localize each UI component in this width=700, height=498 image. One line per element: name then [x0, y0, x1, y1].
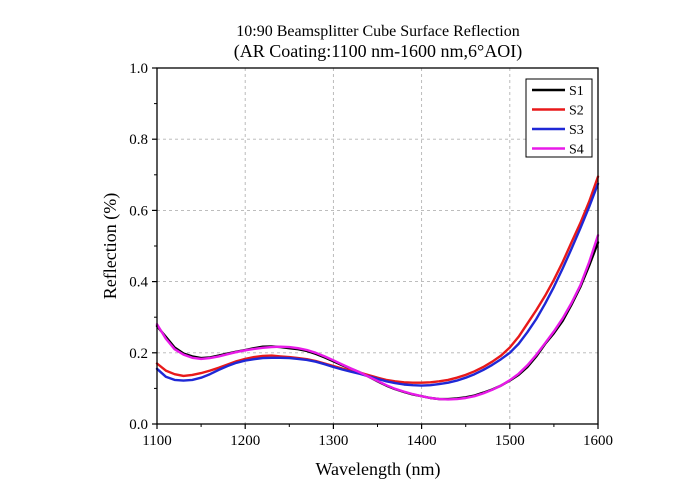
grid-lines [157, 68, 598, 424]
legend-box [525, 78, 593, 158]
series-line-s1 [155, 241, 600, 401]
y-tick-label: 1.0 [129, 61, 148, 77]
series-line-s3 [155, 182, 600, 387]
legend-label-s4: S4 [569, 143, 584, 158]
x-tick-label: 1200 [230, 433, 260, 449]
y-tick-label: 0.8 [129, 132, 148, 148]
chart-title: 10:90 Beamsplitter Cube Surface Reflecti… [236, 23, 519, 40]
chart-subtitle: (AR Coating:1100 nm-1600 nm,6°AOI) [234, 41, 523, 62]
x-tick-label: 1500 [495, 433, 525, 449]
series-line-s2 [155, 175, 600, 384]
series-lines [155, 175, 600, 401]
legend-label-s2: S2 [569, 104, 584, 119]
legend: S1 S2 S3 S4 [525, 78, 593, 158]
series-line-s4 [155, 234, 600, 401]
y-tick-label: 0.6 [129, 203, 148, 219]
y-axis-label: Reflection (%) [100, 193, 121, 299]
x-axis-label: Wavelength (nm) [315, 459, 440, 480]
x-tick-label: 1600 [583, 433, 613, 449]
x-tick-label: 1400 [407, 433, 437, 449]
legend-label-s3: S3 [569, 123, 584, 138]
y-tick-label: 0.4 [129, 275, 148, 291]
axis-ticks: 1100 1200 1300 1400 1500 1600 0.0 0.2 0.4 0.6 0.8 1… [129, 61, 613, 449]
x-tick-label: 1100 [142, 433, 171, 449]
x-tick-label: 1300 [318, 433, 348, 449]
y-tick-label: 0.2 [129, 346, 148, 362]
legend-label-s1: S1 [569, 84, 584, 99]
y-tick-label: 0.0 [129, 417, 148, 433]
